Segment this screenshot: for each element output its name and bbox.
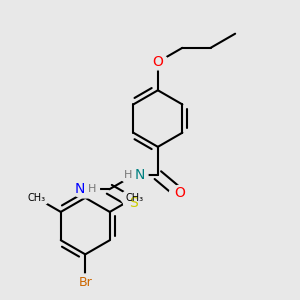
Ellipse shape	[71, 181, 99, 198]
Ellipse shape	[73, 274, 98, 291]
Text: Br: Br	[78, 276, 92, 289]
Ellipse shape	[169, 185, 190, 201]
Text: H: H	[88, 184, 96, 194]
Text: CH₃: CH₃	[125, 193, 143, 203]
Text: O: O	[174, 186, 185, 200]
Ellipse shape	[148, 54, 168, 70]
Ellipse shape	[23, 189, 50, 206]
Text: N: N	[74, 182, 85, 196]
Text: O: O	[152, 55, 163, 69]
Text: S: S	[129, 196, 138, 210]
Ellipse shape	[121, 189, 148, 206]
Text: CH₃: CH₃	[27, 193, 45, 203]
Ellipse shape	[120, 167, 148, 184]
Text: N: N	[134, 168, 145, 182]
Text: H: H	[124, 170, 132, 180]
Ellipse shape	[124, 196, 144, 211]
